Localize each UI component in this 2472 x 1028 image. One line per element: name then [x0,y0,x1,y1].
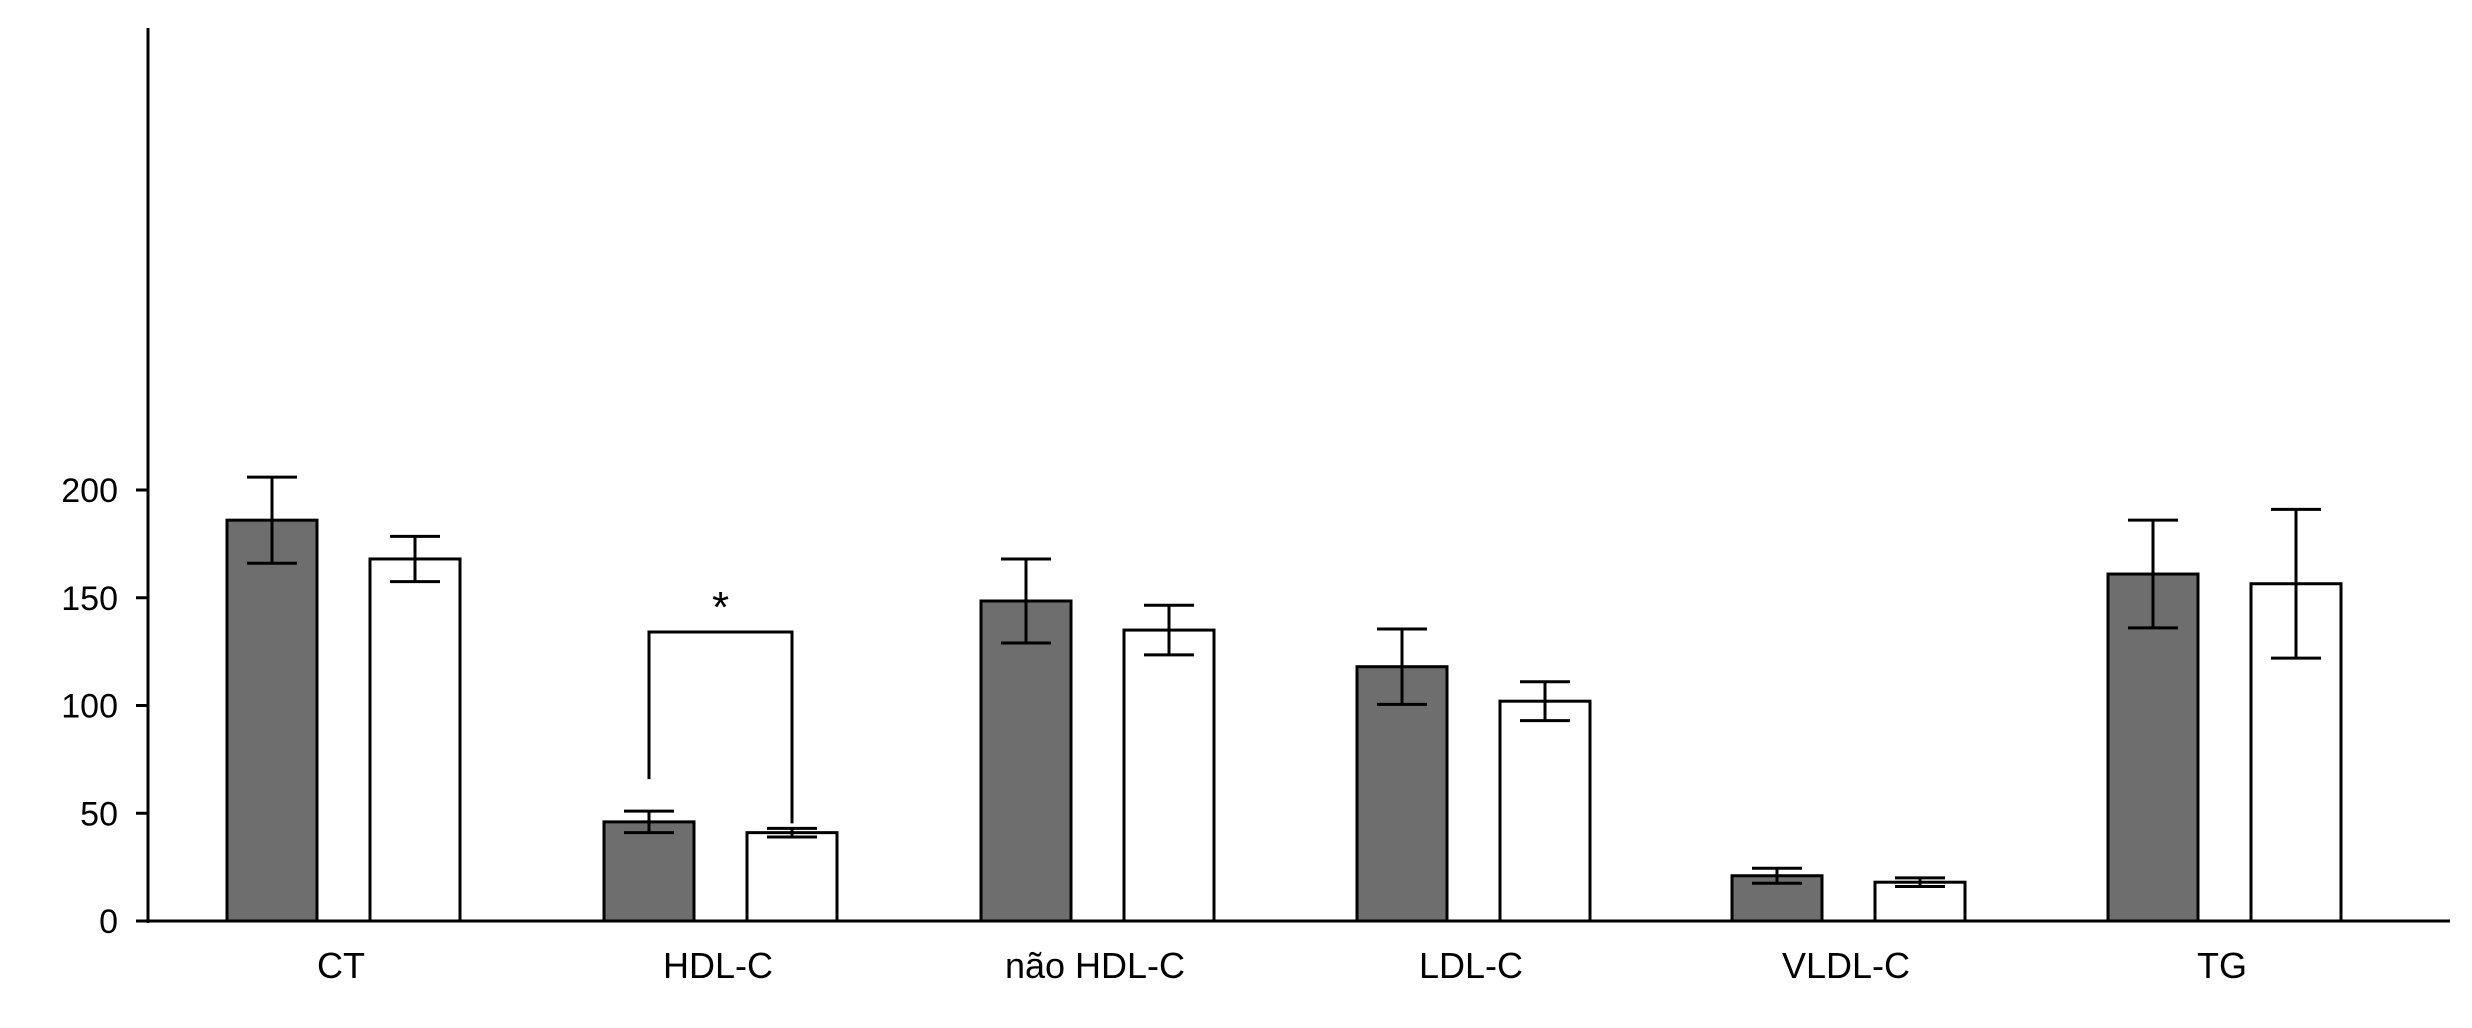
x-tick-label: CT [317,945,365,986]
error-bars [247,475,2321,889]
y-tick-label: 0 [99,903,118,941]
bar-dark [979,599,1073,923]
bar-dark [225,518,319,923]
axes: 0 50 100 150 200 CT HDL-C não HDL-C LDL-C VLDL-C T… [61,28,2450,986]
bar-white [368,557,462,923]
bars [225,518,2343,923]
annotations: * [647,583,794,824]
bar-white [1122,628,1216,923]
x-tick-label: LDL-C [1419,945,1523,986]
y-tick-label: 100 [61,688,118,726]
y-tick-label: 50 [80,795,118,833]
x-tick-label: não HDL-C [1005,945,1185,986]
bar-white [1498,699,1592,923]
x-tick-label: VLDL-C [1782,945,1910,986]
significance-bracket [647,630,794,824]
bar-dark [1355,665,1449,923]
significance-asterisk: * [712,583,729,632]
x-tick-label: HDL-C [663,945,773,986]
bar-white [745,831,839,923]
bar-white [1873,880,1967,923]
x-tick-label: TG [2197,945,2247,986]
bar-dark [2106,572,2200,923]
y-tick-label: 150 [61,580,118,618]
bar-dark [602,820,696,923]
y-tick-label: 200 [61,472,118,510]
